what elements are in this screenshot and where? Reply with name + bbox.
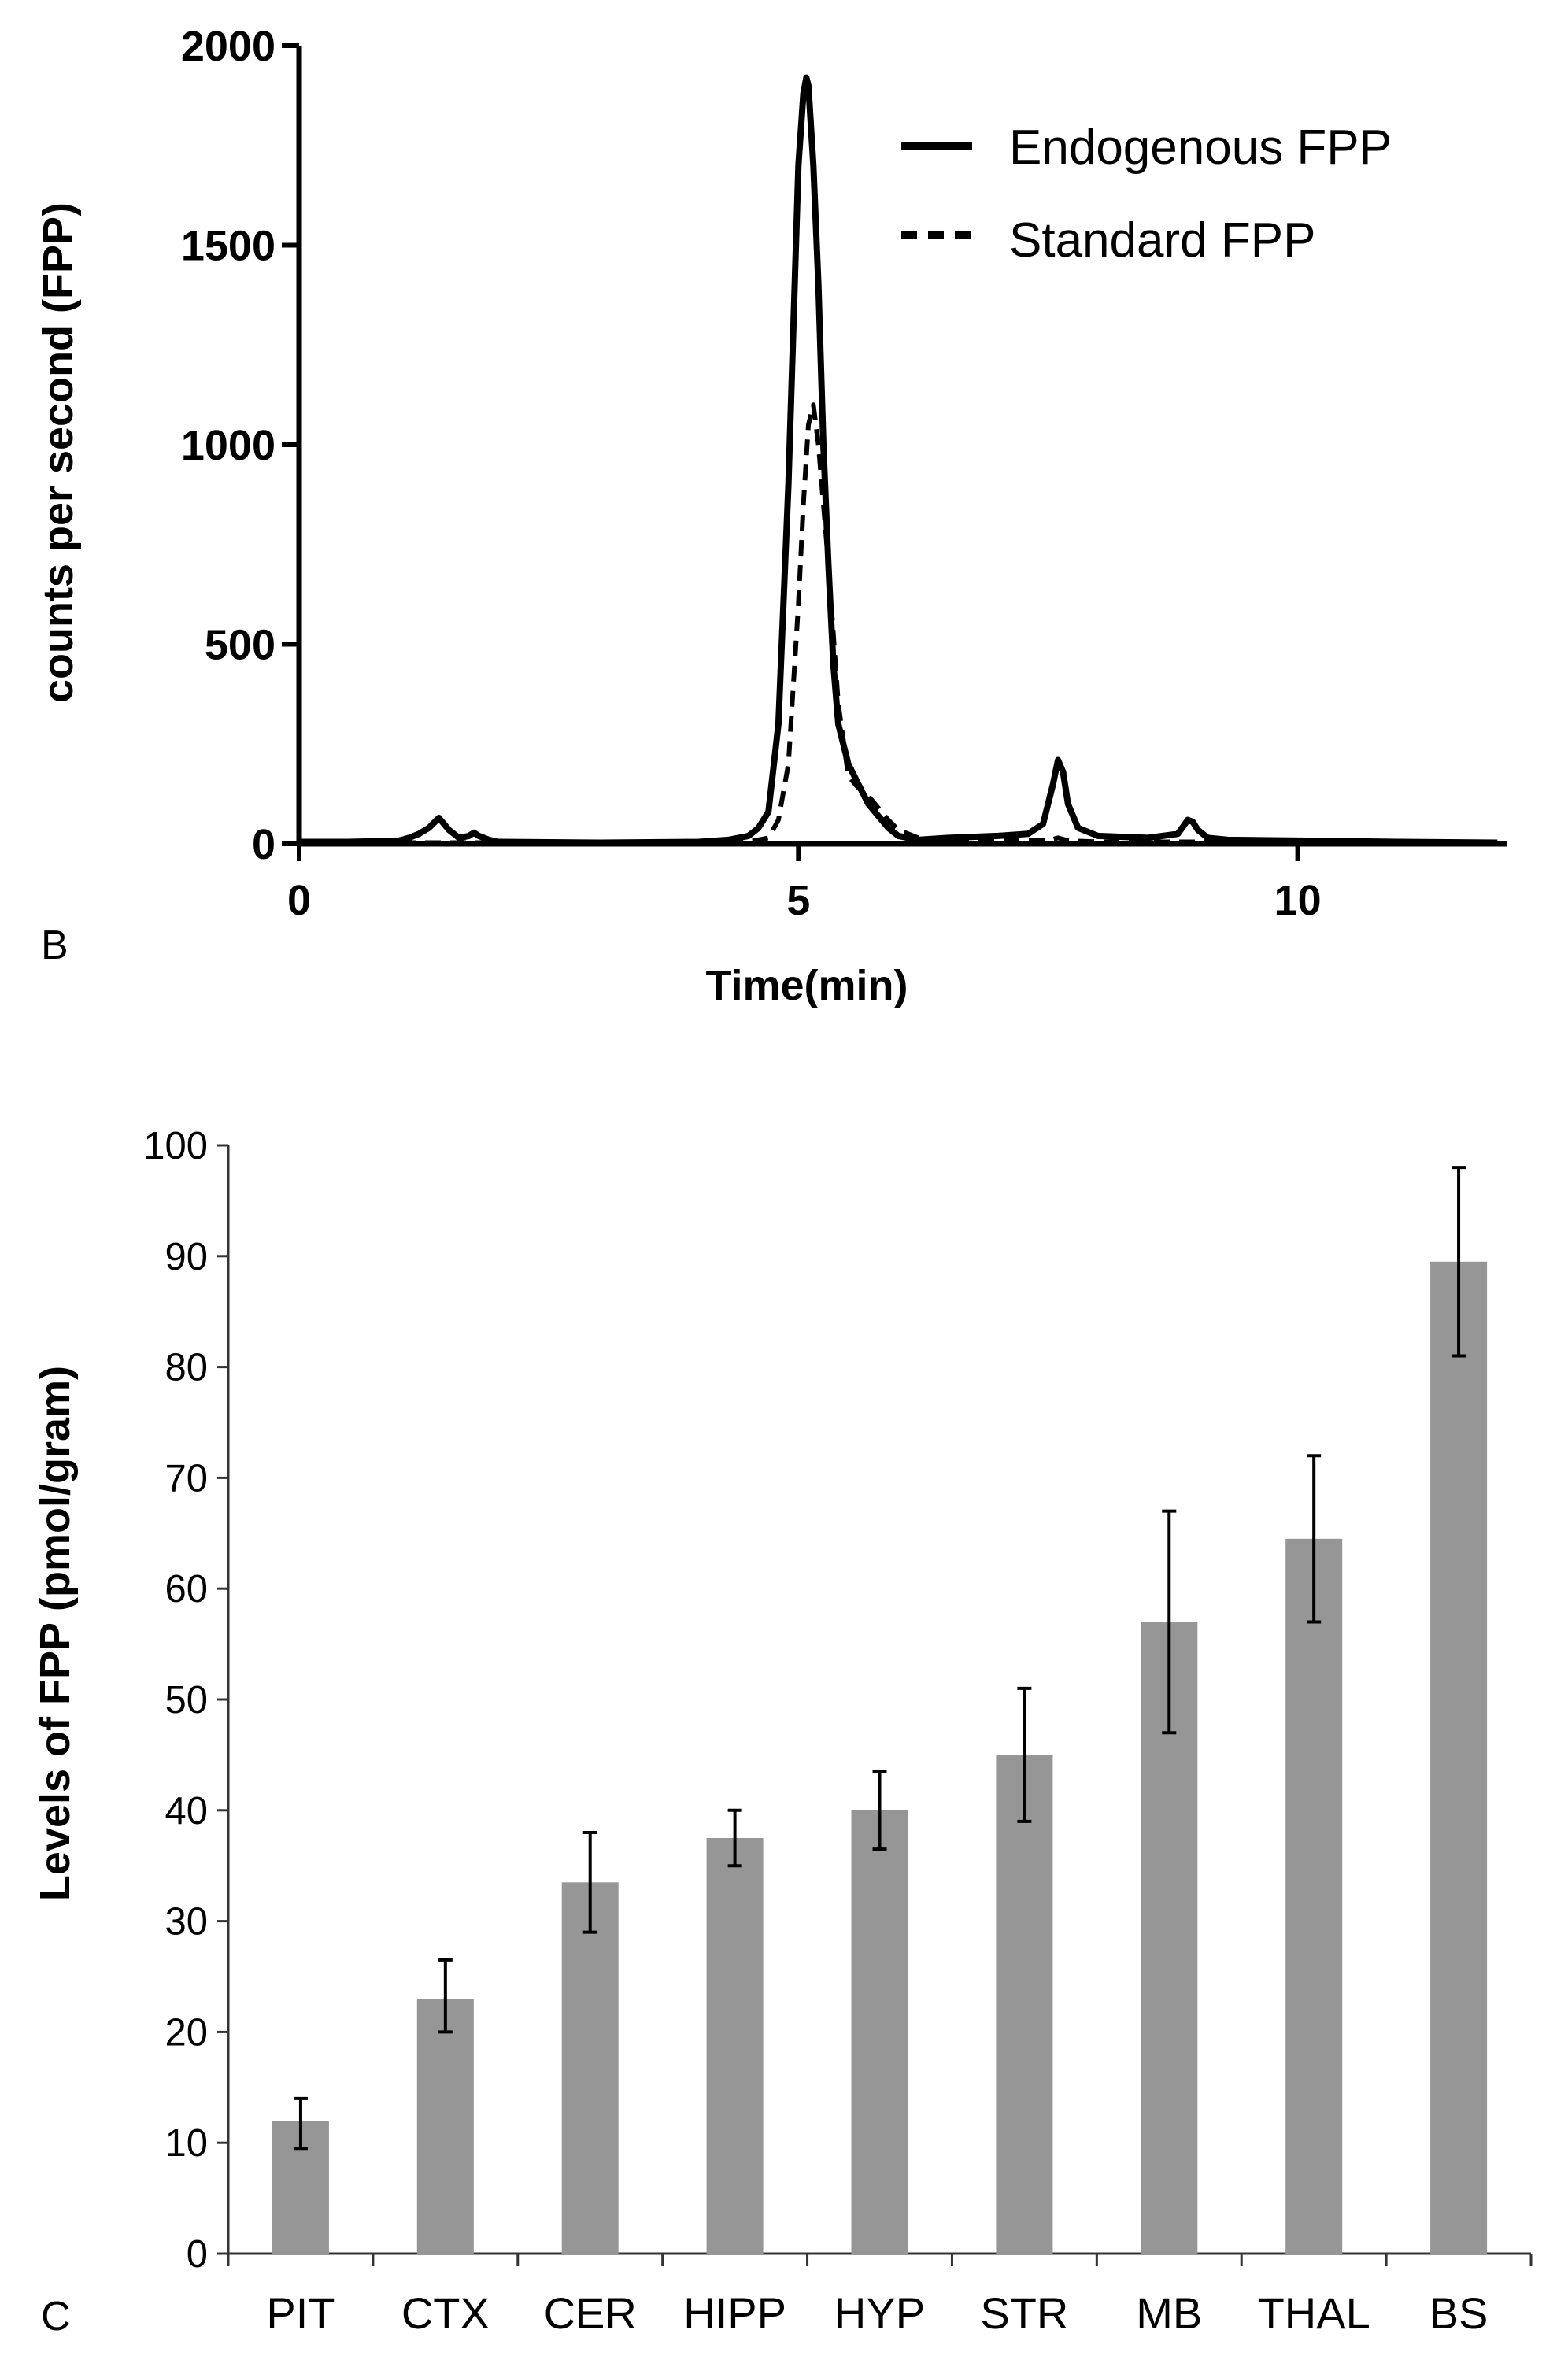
category-label: HYP <box>834 2288 925 2338</box>
legend-label-endogenous: Endogenous FPP <box>1009 120 1392 175</box>
y-tick-label: 10 <box>165 2122 208 2165</box>
error-bars <box>293 1166 1466 2151</box>
category-label: MB <box>1136 2288 1202 2338</box>
y-tick-label: 20 <box>165 2011 208 2054</box>
error-bar-mb <box>1162 1509 1177 1735</box>
category-label: PIT <box>266 2288 335 2338</box>
error-bar-pit <box>293 2096 308 2151</box>
bar-chart-tick-labels: 0 10 20 30 40 50 60 70 80 90 100 PIT CTX CER HIPP HYP ST… <box>143 1125 1488 2338</box>
error-bar-hyp <box>872 1770 887 1851</box>
chromatogram-y-axis-title: counts per second (FPP) <box>35 202 82 703</box>
category-label: CER <box>544 2288 637 2338</box>
bar-thal <box>1285 1538 1343 2254</box>
bar-hyp <box>851 1810 908 2254</box>
chromatogram-panel: 0 500 1000 1500 2000 0 5 10 counts per second (… <box>35 23 1507 1009</box>
bar-bs <box>1430 1261 1488 2254</box>
y-tick-label: 500 <box>205 622 276 669</box>
y-tick-label: 1500 <box>181 223 276 270</box>
category-label: HIPP <box>683 2288 786 2338</box>
category-label: STR <box>980 2288 1068 2338</box>
y-tick-label: 100 <box>143 1125 208 1167</box>
error-bar-cer <box>582 1830 597 1934</box>
x-tick-label: 0 <box>287 877 311 924</box>
y-tick-label: 90 <box>165 1236 208 1278</box>
fpp-levels-bar-chart: 0 10 20 30 40 50 60 70 80 90 100 PIT CTX CER HIPP HYP ST… <box>31 1125 1533 2339</box>
y-tick-label: 50 <box>165 1679 208 1722</box>
bar-cer <box>561 1882 619 2254</box>
chromatogram-x-axis-title: Time(min) <box>705 962 908 1009</box>
y-tick-label: 80 <box>165 1347 208 1389</box>
x-tick-label: 5 <box>786 877 810 924</box>
y-tick-label: 0 <box>187 2233 208 2276</box>
panel-letter-c: C <box>41 2294 71 2339</box>
chromatogram-tick-labels: 0 500 1000 1500 2000 0 5 10 <box>181 23 1322 924</box>
bar-series <box>272 1261 1488 2254</box>
y-tick-label: 2000 <box>181 23 276 70</box>
y-tick-label: 30 <box>165 1901 208 1944</box>
bar-str <box>996 1755 1053 2254</box>
bar-chart-y-axis-title: Levels of FPP (pmol/gram) <box>31 1366 79 1901</box>
standard-fpp-line <box>299 402 1498 845</box>
chromatogram-legend: Endogenous FPP Standard FPP <box>901 120 1392 268</box>
y-tick-label: 60 <box>165 1568 208 1611</box>
category-label: BS <box>1429 2288 1488 2338</box>
y-tick-label: 0 <box>252 821 276 868</box>
error-bar-bs <box>1452 1166 1466 1358</box>
y-tick-label: 40 <box>165 1790 208 1833</box>
bar-hipp <box>706 1838 764 2254</box>
legend-label-standard: Standard FPP <box>1009 213 1315 268</box>
bar-ctx <box>416 1999 474 2254</box>
error-bar-ctx <box>438 1958 453 2034</box>
category-label: CTX <box>401 2288 490 2338</box>
x-tick-label: 10 <box>1274 877 1322 924</box>
y-tick-label: 1000 <box>181 422 276 469</box>
error-bar-thal <box>1307 1454 1322 1624</box>
endogenous-fpp-line <box>299 74 1498 846</box>
error-bar-str <box>1017 1686 1032 1823</box>
y-tick-label: 70 <box>165 1457 208 1500</box>
category-label: THAL <box>1258 2288 1370 2338</box>
error-bar-hipp <box>727 1808 742 1868</box>
panel-letter-b: B <box>41 923 68 968</box>
